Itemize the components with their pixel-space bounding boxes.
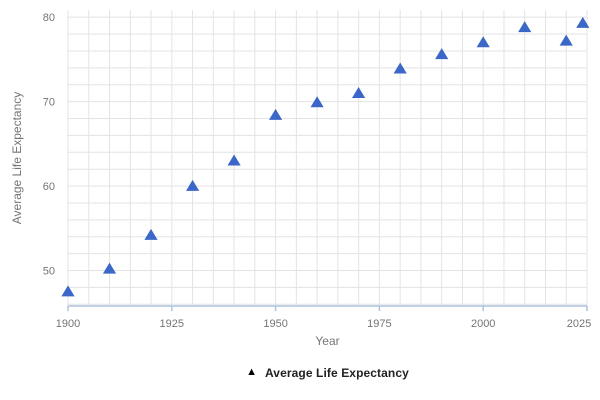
data-point-1970[interactable] [352,87,366,98]
gridlines [67,10,588,306]
x-axis-tick-label: 1925 [160,318,184,330]
data-point-2020[interactable] [559,34,573,46]
y-axis-title: Average Life Expectancy [10,91,24,225]
data-point-1930[interactable] [186,179,200,191]
legend-triangle-icon: ▲ [246,365,257,378]
data-point-1940[interactable] [227,154,241,166]
x-axis: 1900 1925 1950 1975 2000 2025 [56,305,591,330]
y-axis-tick-label: 50 [43,266,55,278]
x-axis-title: Year [315,334,340,348]
x-axis-tick-label: 2000 [471,318,495,330]
data-points [61,16,590,297]
data-point-1950[interactable] [269,108,283,120]
data-point-2010[interactable] [518,21,532,33]
legend-label: Average Life Expectancy [264,366,409,380]
data-point-1990[interactable] [435,48,449,60]
data-point-1900[interactable] [61,285,75,297]
data-point-1920[interactable] [144,228,158,240]
legend: ▲ Average Life Expectancy [68,364,587,382]
data-point-1960[interactable] [310,96,324,108]
data-point-1980[interactable] [393,62,407,74]
x-axis-tick-label: 2025 [567,318,591,330]
data-point-1910[interactable] [102,262,117,274]
y-axis-tick-label: 70 [43,97,55,109]
x-axis-tick-label: 1950 [263,318,287,330]
x-axis-tick-label: 1975 [367,318,391,330]
y-axis: 50 60 70 80 [43,12,55,277]
data-point-2000[interactable] [476,36,490,48]
data-point-2024[interactable] [576,16,590,28]
x-axis-tick-label: 1900 [56,318,80,330]
y-axis-tick-label: 80 [43,12,55,24]
y-axis-tick-label: 60 [43,181,55,193]
